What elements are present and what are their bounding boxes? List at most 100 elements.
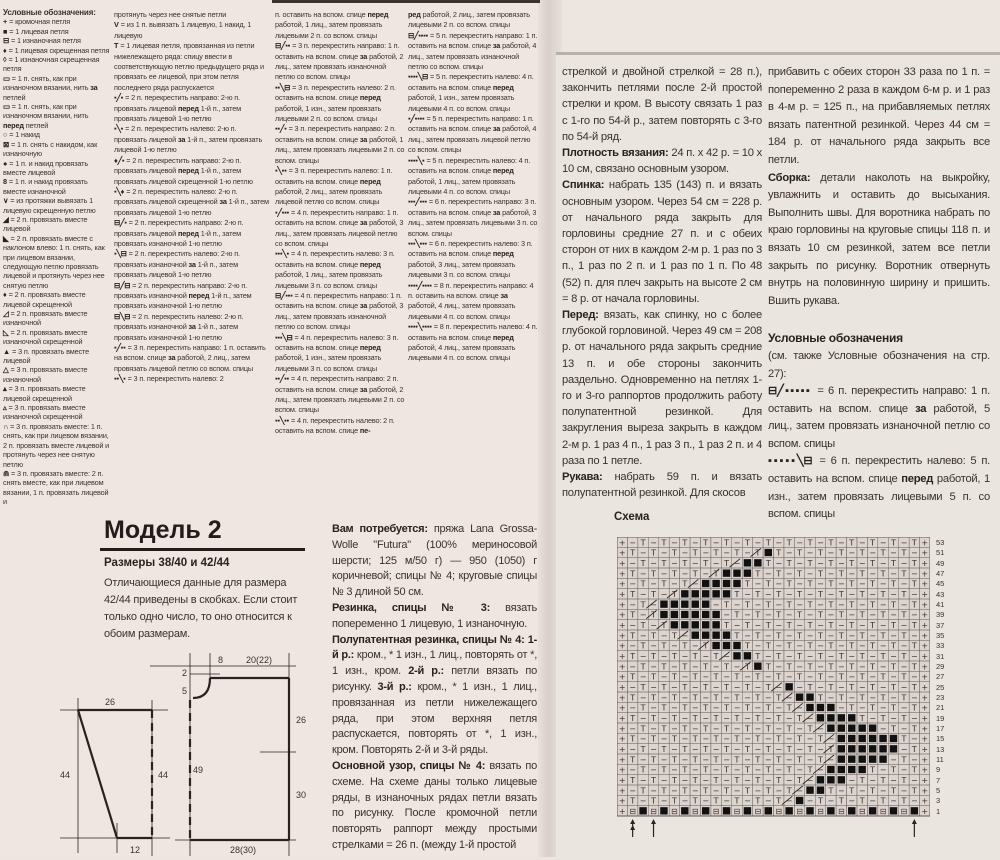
stitch-symbol: T [848,642,854,651]
stitch-symbol: − [786,735,793,744]
stitch-symbol: − [775,683,782,692]
knit-stitch-mark [722,641,731,650]
stitch-symbol: T [796,673,802,682]
text: = 3 п. провязать вместе: 2 п. снять вмес… [3,468,109,507]
stitch-symbol: T [661,724,667,733]
legend-entry: ▲ = 3 п. провязать вместе лицевой [3,347,110,366]
legend-entry: ◣ = 2 п. провязать вместе с наклоном влев… [3,234,110,290]
stitch-symbol: − [723,693,730,702]
knit-stitch-mark [660,610,668,619]
stitch-symbol: T [754,590,760,599]
knit-stitch-mark [848,807,856,815]
stitch-symbol: − [880,538,887,547]
stitch-symbol: − [629,766,636,775]
legend-entry: ♦╱▪ = 2 п. перекрестить направо: 2-ю п. п… [114,156,270,187]
sleeve-bottom-label: 12 [130,845,140,855]
bold-text: за [359,134,368,144]
text: = 6 п. перекрестить налево: 5 п. оставит… [768,455,990,486]
stitch-symbol: − [775,538,782,547]
stitch-symbol: − [890,776,897,785]
text: 1-й п., затем провязать лицевой скрещенн… [114,166,253,186]
stitch-symbol: T [713,693,719,702]
edge-stitch-symbol: + [619,786,626,795]
knit-stitch-mark [670,610,679,619]
row-label: 3 [936,796,941,806]
stitch-symbol: T [827,662,833,671]
text: работой, 1 изн., затем провязать лицевым… [275,103,382,124]
stitch-symbol: ⊟ [775,807,782,816]
stitch-symbol: T [900,714,906,723]
stitch-symbol: T [817,797,823,806]
row-label: 31 [936,651,945,661]
stitch-symbol: T [671,693,677,702]
stitch-symbol: − [650,786,657,795]
stitch-symbol: − [848,673,855,682]
stitch-symbol-icon: ▪▪▪▪╱▪▪▪▪ [408,280,432,290]
row-label: 49 [936,558,945,568]
knit-stitch-mark [681,621,689,629]
stitch-symbol: − [859,662,866,671]
stitch-symbol: T [629,549,635,558]
stitch-symbol: − [796,662,803,671]
knit-stitch-mark [701,590,710,598]
stitch-symbol: T [765,786,771,795]
text: 1-й п., затем провязать изнаночной 1-ю п… [114,228,241,248]
chart-cell [919,805,930,817]
stitch-symbol: T [869,683,875,692]
stitch-symbol: T [650,611,656,620]
stitch-symbol: − [723,776,730,785]
stitch-symbol: − [890,714,897,723]
knit-stitch-mark [691,610,699,619]
stitch-symbol: T [692,714,698,723]
stitch-symbol: − [744,776,751,785]
stitch-symbol: − [807,755,814,764]
stitch-symbol: T [744,662,750,671]
stitch-symbol: T [911,683,917,692]
legend-entry: ▪╱▪ = 2 п. перекрестить направо: 2-ю п. п… [114,93,270,124]
stitch-symbol: − [671,786,678,795]
stitch-symbol: − [848,652,855,661]
knit-stitch-mark [701,610,710,619]
cable-cross-line [666,589,678,599]
row-label: 43 [936,589,945,599]
bold-text: за [492,124,501,134]
stitch-symbol: T [807,600,813,609]
legend-entry: ▪╱▪▪▪▪ = 5 п. перекрестить направо: 1 п. … [408,114,538,156]
bold-text: 2-й р.: [408,665,444,678]
row-label: 15 [936,734,945,744]
cable-cross-line [750,547,762,558]
stitch-symbol: T [880,652,886,661]
legend-title: Условные обозначения: [3,8,96,17]
row-label: 11 [936,755,944,764]
stitch-symbol: − [744,714,751,723]
paragraph: стрелкой и двойной стрелкой = 28 п.), за… [562,64,762,145]
stitch-symbol: − [640,673,647,682]
stitch-symbol: T [786,704,792,713]
stitch-symbol: T [859,611,865,620]
edge-stitch-symbol: + [921,755,928,764]
stitch-symbol: ⊟ [754,807,761,816]
stitch-symbol: T [744,724,750,733]
text: = 2 п. перекрестить налево: 2-ю п. провя… [114,186,238,207]
text: = 8 п. перекрестить налево: 4 п. оставит… [408,322,538,342]
stitch-symbol: − [880,683,887,692]
body-shoulder-label: 20(22) [246,655,272,665]
stitch-symbol: T [880,797,886,806]
stitch-symbol: − [786,590,793,599]
knit-stitch-mark [722,590,731,598]
legend-entry: ◊ = 1 изнаночная скрещенная петля [3,55,110,74]
stitch-symbol: T [838,590,844,599]
paragraph: Плотность вязания: 24 п. х 42 р. = 10 х … [562,145,762,177]
knit-stitch-mark [743,559,752,567]
text: = 2 п. перекрестить направо: 2-ю п. пров… [114,218,244,238]
stitch-symbol: − [911,549,918,558]
stitch-symbol: − [713,704,720,713]
stitch-symbol: T [786,745,792,754]
stitch-symbol-icon: ▪▪▪╲⊟ [275,332,293,342]
stitch-symbol: T [754,611,760,620]
knit-stitch-mark [733,641,741,650]
stitch-symbol-icon: ⊠ [3,139,9,149]
stitch-symbol: T [880,693,886,702]
stitch-symbol: − [692,766,699,775]
stitch-symbol: T [650,673,656,682]
